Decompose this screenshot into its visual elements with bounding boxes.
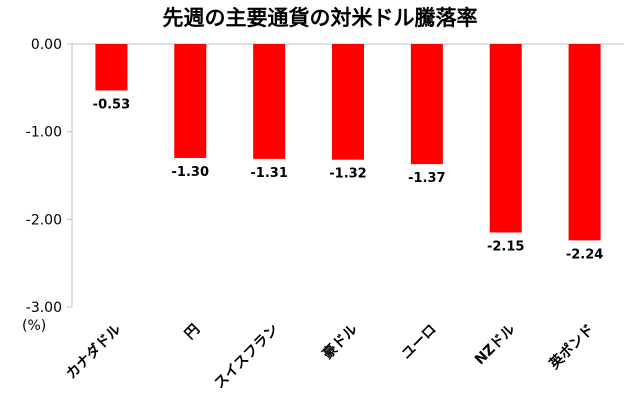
bar <box>489 44 522 233</box>
axis-layer: 0.00 -1.00 -2.00 -3.00 <box>26 37 624 316</box>
bar <box>410 44 443 165</box>
bar <box>568 44 601 241</box>
x-tick-label: 円 <box>182 322 203 343</box>
bar <box>95 44 128 91</box>
data-label: -1.30 <box>172 165 209 180</box>
chart-title: 先週の主要通貨の対米ドル騰落率 <box>162 6 478 30</box>
x-tick-label: ユーロ <box>399 322 440 363</box>
x-tick-label: 豪ドル <box>319 321 361 363</box>
data-label: -1.31 <box>250 166 287 181</box>
x-tick-label: スイスフラン <box>212 322 282 392</box>
data-label: -2.24 <box>566 247 603 262</box>
x-tick-label: カナダドル <box>63 321 125 383</box>
data-label: -1.32 <box>329 167 366 182</box>
bars-layer <box>95 44 601 241</box>
data-label: -1.37 <box>408 171 445 186</box>
bar <box>174 44 207 158</box>
y-tick-label: -3.00 <box>26 300 62 316</box>
data-label: -0.53 <box>93 97 130 112</box>
y-tick-label: -2.00 <box>26 212 62 228</box>
bar <box>253 44 286 159</box>
y-tick-label: -1.00 <box>26 125 62 141</box>
x-tick-label: 英ポンド <box>545 321 597 373</box>
y-tick-label: 0.00 <box>31 37 62 53</box>
data-label: -2.15 <box>487 239 524 254</box>
unit-label: (%) <box>22 318 47 334</box>
x-tick-label: NZドル <box>472 322 519 369</box>
bar <box>332 44 364 160</box>
